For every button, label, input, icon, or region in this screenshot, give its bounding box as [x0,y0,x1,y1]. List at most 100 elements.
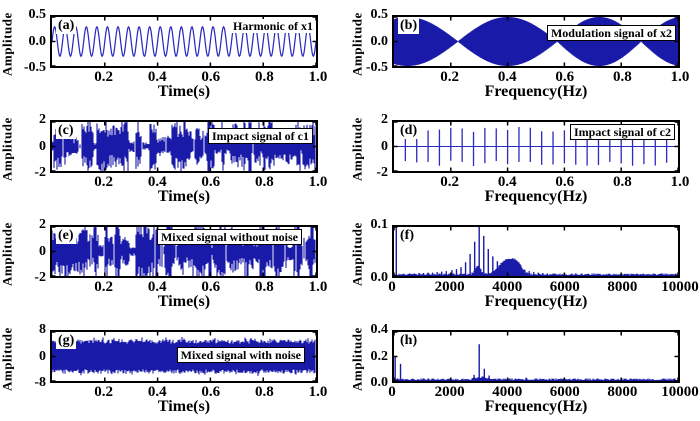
x-axis-title: Time(s) [157,83,211,100]
plot-area-c: (c) Impact signal of c1 [50,120,318,173]
x-tick-label: 0.4 [497,174,517,190]
y-tick-label: -2 [34,165,46,180]
y-tick-label: 2 [39,112,46,127]
x-tick-label: 0 [388,384,396,400]
plot-area-d: (d) Impact signal of c2 [392,120,680,173]
x-axis-title: Frequency(Hz) [484,398,588,415]
x-tick-label: 0.4 [497,69,517,85]
x-tick-label: 10000 [661,384,699,400]
spectrum-clean-chart [394,227,678,276]
panel-letter: (c) [56,122,76,139]
x-tick-label: 0.4 [147,174,167,190]
y-tick-label: -0.5 [365,60,388,75]
y-tick-label: 0.0 [370,270,389,285]
y-tick-label: 0.0 [370,33,389,49]
signal-annotation: Impact signal of c2 [570,124,675,140]
subplot-c: Amplitude (c) Impact signal of c1 Time(s… [0,105,350,210]
plot-area-g: (g) Mixed signal with noise [50,330,318,383]
x-tick-label: 0 [388,279,396,295]
x-axis-title: Time(s) [157,293,211,310]
subplot-d: Amplitude (d) Impact signal of c2 Freque… [350,105,700,210]
x-tick-label: 6000 [549,384,580,400]
x-tick-label: 0.8 [613,174,632,190]
harmonic-waveform-chart [52,17,316,66]
x-tick-label: 0.4 [147,279,167,295]
x-tick-label: 0.8 [255,279,274,295]
subplot-b: Amplitude (b) Modulation signal of x2 Fr… [350,0,700,105]
y-tick-label: 2 [381,112,388,127]
y-tick-label: 8 [39,322,46,337]
panel-letter: (b) [398,17,420,34]
x-tick-label: 0.6 [555,174,575,190]
y-tick-label: 0 [39,138,46,154]
plot-area-b: (b) Modulation signal of x2 [392,15,680,68]
signal-annotation: Modulation signal of x2 [546,25,676,41]
x-tick-label: 0.4 [147,69,167,85]
plot-area-f: (f) [392,225,680,278]
subplot-h: Amplitude (h) Frequency(Hz) 0.4 0.2 0.0 0 20… [350,315,700,421]
panel-letter: (d) [398,122,420,139]
x-tick-label: 1.0 [670,174,690,190]
x-tick-label: 0.8 [613,69,632,85]
panel-letter: (e) [56,227,76,244]
x-axis-title: Time(s) [157,188,211,205]
spectrum-noisy-chart [394,332,678,381]
x-tick-label: 0.6 [201,384,221,400]
x-tick-label: 1.0 [308,384,328,400]
x-tick-label: 1.0 [308,69,328,85]
x-tick-label: 8000 [607,279,638,295]
x-tick-label: 0.2 [94,384,113,400]
panel-letter: (f) [398,227,416,244]
y-tick-label: -2 [376,165,388,180]
modulation-waveform-chart [394,17,678,66]
x-tick-label: 2000 [434,384,465,400]
x-tick-label: 10000 [661,279,699,295]
x-tick-label: 0.2 [440,69,459,85]
y-tick-label: 2 [39,217,46,232]
y-tick-label: 0 [381,138,388,154]
y-tick-label: 0 [39,348,46,364]
y-tick-label: 0.5 [370,7,389,22]
signal-annotation: Mixed signal with noise [176,347,305,363]
x-tick-label: 0.6 [555,69,575,85]
x-tick-label: 0.6 [201,174,221,190]
x-tick-label: 2000 [434,279,465,295]
panel-letter: (a) [56,17,77,34]
plot-area-h: (h) [392,330,680,383]
x-tick-label: 4000 [492,384,523,400]
plot-area-e: (e) Mixed signal without noise [50,225,318,278]
y-tick-label: -0.5 [23,60,46,75]
x-tick-label: 0.6 [201,69,221,85]
plot-area-a: (a) Harmonic of x1 [50,15,318,68]
subplot-e: Amplitude (e) Mixed signal without noise… [0,210,350,315]
x-tick-label: 0.6 [201,279,221,295]
y-tick-label: 0.1 [370,217,389,232]
x-tick-label: 0.8 [255,384,274,400]
signal-annotation: Impact signal of c1 [208,128,313,144]
x-tick-label: 0.4 [147,384,167,400]
x-tick-label: 0.8 [255,174,274,190]
y-tick-label: -8 [34,375,46,390]
y-tick-label: 0.5 [28,7,47,22]
y-tick-label: -2 [34,270,46,285]
x-axis-title: Time(s) [157,398,211,415]
y-tick-label: 0.0 [28,33,47,49]
mixed-clean-waveform-chart [52,227,316,276]
subplot-g: Amplitude (g) Mixed signal with noise Ti… [0,315,350,421]
signal-annotation: Harmonic of x1 [232,19,314,33]
x-axis-title: Frequency(Hz) [484,83,588,100]
y-tick-label: 0 [39,243,46,259]
x-tick-label: 0.2 [94,279,113,295]
impact-c2-waveform-chart [394,122,678,171]
x-tick-label: 4000 [492,279,523,295]
subplot-a: Amplitude (a) Harmonic of x1 Time(s) 0.5… [0,0,350,105]
x-tick-label: 0.2 [440,174,459,190]
x-tick-label: 1.0 [308,279,328,295]
x-axis-title: Frequency(Hz) [484,293,588,310]
y-tick-label: 0.0 [370,375,389,390]
x-tick-label: 0.2 [94,174,113,190]
x-tick-label: 1.0 [670,69,690,85]
y-tick-label: 0.2 [370,348,389,364]
x-tick-label: 0.8 [255,69,274,85]
